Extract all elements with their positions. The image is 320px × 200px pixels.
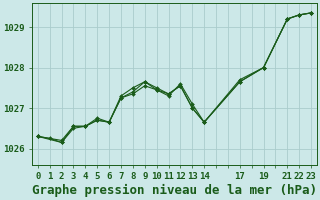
X-axis label: Graphe pression niveau de la mer (hPa): Graphe pression niveau de la mer (hPa) xyxy=(32,184,317,197)
